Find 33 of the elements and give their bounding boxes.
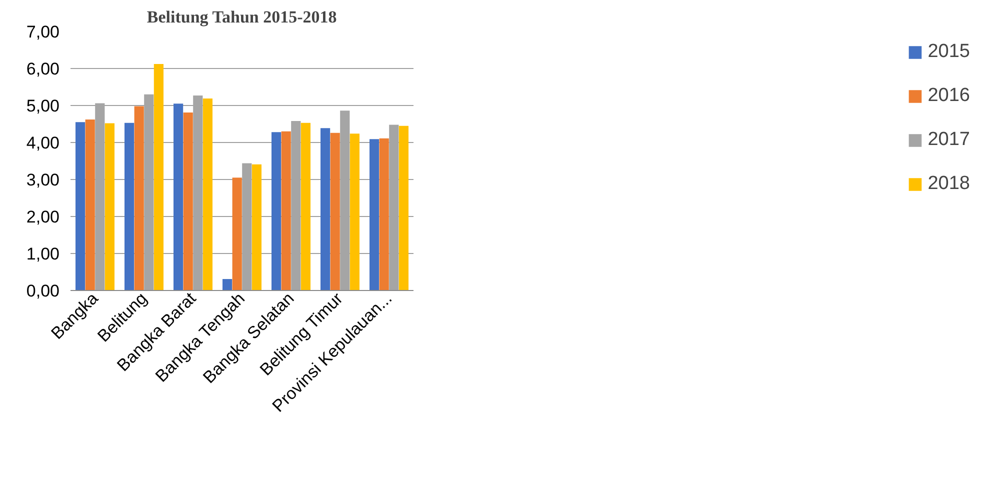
- chart-title: Belitung Tahun 2015-2018: [146, 8, 337, 26]
- bar: [300, 122, 310, 290]
- bar: [76, 122, 86, 290]
- bar: [330, 132, 340, 290]
- bar: [370, 139, 380, 290]
- legend-label: 2017: [928, 129, 970, 151]
- bar: [104, 123, 114, 290]
- bar: [134, 106, 144, 290]
- y-tick-label: 7,00: [26, 22, 60, 42]
- legend-label: 2018: [928, 173, 970, 195]
- y-tick-label: 5,00: [26, 96, 60, 116]
- y-tick-label: 2,00: [26, 208, 60, 226]
- y-tick-label: 1,00: [26, 244, 60, 264]
- bar: [398, 126, 408, 290]
- bar: [202, 98, 212, 290]
- bar: [232, 178, 242, 290]
- bar: [183, 112, 193, 290]
- bar: [154, 64, 164, 290]
- bar: [252, 164, 262, 290]
- bar: [320, 128, 330, 290]
- bar: [85, 120, 95, 290]
- y-tick-label: 3,00: [26, 170, 60, 190]
- legend-label: 2016: [928, 85, 970, 107]
- bar: [124, 122, 134, 290]
- bar: [379, 138, 389, 290]
- y-tick-label: 4,00: [26, 134, 60, 152]
- bar: [281, 131, 291, 290]
- bar: [222, 279, 232, 290]
- legend-label: 2015: [928, 41, 970, 63]
- y-tick-label: 6,00: [26, 60, 60, 78]
- bar: [350, 134, 360, 290]
- bar: [174, 104, 184, 290]
- bar: [272, 132, 282, 290]
